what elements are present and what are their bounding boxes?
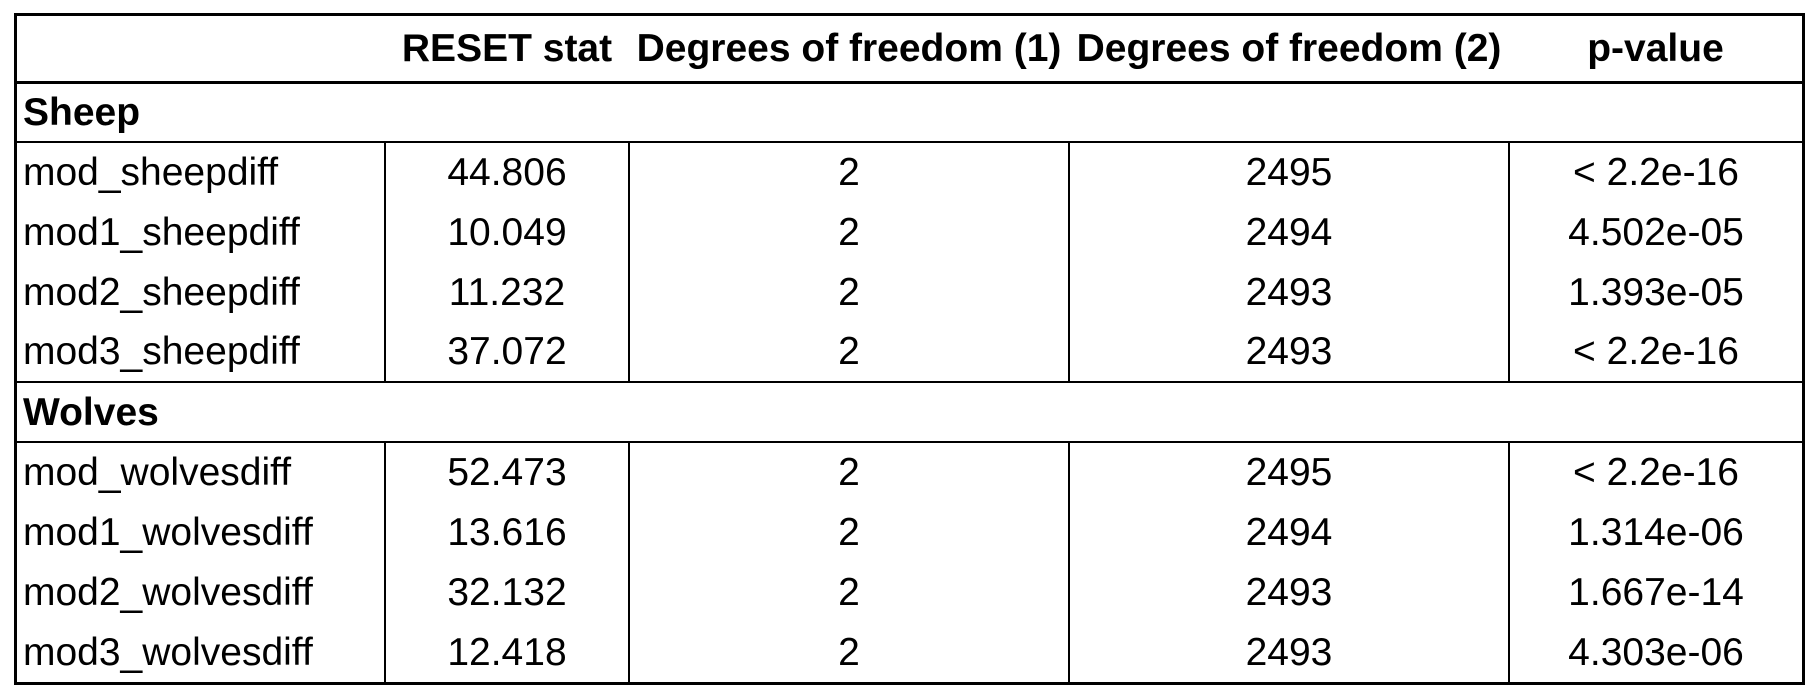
group-row-wolves: Wolves [17,381,1802,443]
table-row: mod3_sheepdiff 37.072 2 2493 < 2.2e-16 [17,322,1802,382]
df2-cell: 2493 [1068,262,1509,322]
model-name-cell: mod3_sheepdiff [23,330,300,373]
model-name-cell: mod2_wolvesdiff [23,570,313,614]
table-row: mod2_sheepdiff 11.232 2 2493 1.393e-05 [17,262,1802,322]
df1-cell: 2 [628,202,1069,262]
df2-cell: 2493 [1068,622,1509,682]
p-value-cell: 1.667e-14 [1508,562,1802,622]
p-value-cell: 1.393e-05 [1508,262,1802,322]
df2-cell: 2493 [1068,322,1509,382]
reset-stat-cell: 52.473 [384,442,629,502]
model-name-cell: mod_wolvesdiff [23,451,292,494]
df1-cell: 2 [628,322,1069,382]
p-value-cell: 1.314e-06 [1508,502,1802,562]
p-value-cell: < 2.2e-16 [1508,322,1802,382]
group-label: Wolves [17,381,1802,443]
df1-cell: 2 [628,622,1069,682]
model-name-cell: mod1_wolvesdiff [23,510,313,554]
model-name-cell: mod3_wolvesdiff [23,630,313,674]
group-row-sheep: Sheep [17,81,1802,143]
df1-cell: 2 [628,442,1069,502]
header-cell-reset-stat: RESET stat [385,16,629,84]
model-name-cell: mod1_sheepdiff [23,210,300,254]
header-row: RESET stat Degrees of freedom (1) Degree… [17,16,1802,84]
reset-stat-cell: 44.806 [384,142,629,202]
model-name-cell: mod_sheepdiff [23,151,279,194]
p-value-cell: 4.502e-05 [1508,202,1802,262]
table-row: mod_sheepdiff 44.806 2 2495 < 2.2e-16 [17,142,1802,202]
reset-stat-cell: 10.049 [384,202,629,262]
table-row: mod1_sheepdiff 10.049 2 2494 4.502e-05 [17,202,1802,262]
reset-stat-cell: 32.132 [384,562,629,622]
df2-cell: 2495 [1068,442,1509,502]
p-value-cell: < 2.2e-16 [1508,442,1802,502]
table-row: mod_wolvesdiff 52.473 2 2495 < 2.2e-16 [17,442,1802,502]
reset-stat-cell: 12.418 [384,622,629,682]
table-row: mod3_wolvesdiff 12.418 2 2493 4.303e-06 [17,622,1802,682]
table-row: mod1_wolvesdiff 13.616 2 2494 1.314e-06 [17,502,1802,562]
df2-cell: 2494 [1068,202,1509,262]
group-label: Sheep [17,81,1802,143]
reset-stat-cell: 37.072 [384,322,629,382]
reset-test-table-frame: RESET stat Degrees of freedom (1) Degree… [14,13,1805,685]
df2-cell: 2493 [1068,562,1509,622]
df1-cell: 2 [628,562,1069,622]
reset-stat-cell: 13.616 [384,502,629,562]
p-value-cell: < 2.2e-16 [1508,142,1802,202]
df2-cell: 2494 [1068,502,1509,562]
header-cell-p-value: p-value [1509,16,1802,84]
reset-test-table: RESET stat Degrees of freedom (1) Degree… [17,16,1802,682]
reset-stat-cell: 11.232 [384,262,629,322]
model-name-cell: mod2_sheepdiff [23,270,300,314]
header-cell-model [17,16,385,84]
header-cell-df2: Degrees of freedom (2) [1069,16,1509,84]
df2-cell: 2495 [1068,142,1509,202]
df1-cell: 2 [628,502,1069,562]
df1-cell: 2 [628,142,1069,202]
p-value-cell: 4.303e-06 [1508,622,1802,682]
df1-cell: 2 [628,262,1069,322]
header-cell-df1: Degrees of freedom (1) [629,16,1069,84]
table-row: mod2_wolvesdiff 32.132 2 2493 1.667e-14 [17,562,1802,622]
